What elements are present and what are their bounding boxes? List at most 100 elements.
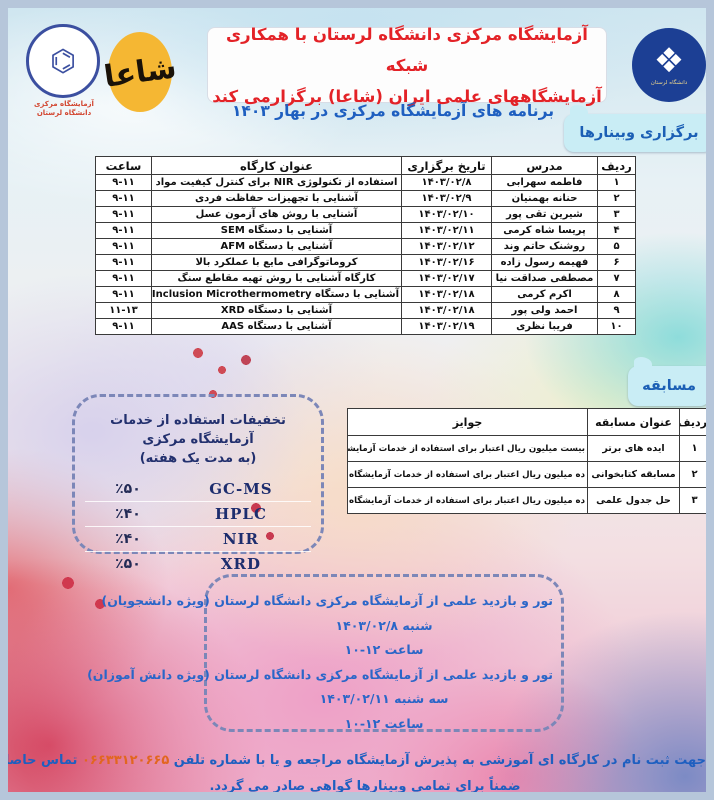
webinar-row: ۱ فاطمه سهرابی ۱۴۰۳/۰۲/۸ استفاده از تکنولوژ… [95,174,636,191]
cell-title: آشنایی با دستگاه AFM [151,238,402,255]
cell-time: ۱۱-۱۳ [95,302,152,319]
competition-row: ۱ ایده های برتر بیست میلیون ریال اعتبار بر… [347,435,706,462]
cell-title: استفاده از تکنولوژی NIR برای کنترل کیفیت… [151,174,402,191]
certificate-note: ضمناً برای تمامی وبینارها گواهی صادر می … [209,779,521,794]
cell-title: آشنایی با روش های آزمون عسل [151,206,402,223]
tour-pupils-time: ساعت ۱۰-۱۲ [215,712,553,737]
col-row: ردیف [679,408,706,436]
cell-date: ۱۴۰۳/۰۲/۱۷ [401,270,492,287]
cell-time: ۹-۱۱ [95,190,152,207]
cell-prize: بیست میلیون ریال اعتبار برای استفاده از … [347,435,588,462]
col-row: ردیف [597,156,636,175]
cell-date: ۱۴۰۳/۰۲/۱۸ [401,302,492,319]
cell-title: آشنایی با دستگاه AAS [151,318,402,335]
poster-title-line1: آزمایشگاه مرکزی دانشگاه لرستان با همکاری… [226,24,588,75]
tour-date: ۱۴۰۳/۰۲/۸ [335,617,399,633]
cell-instructor: مصطفی صداقت نیا [491,270,598,287]
cell-row: ۴ [597,222,636,239]
registration-note-text: جهت ثبت نام در کارگاه ای آموزشی به پذیرش… [173,753,706,768]
discount-percent: ٪۴۰ [115,531,141,547]
cell-title: آشنایی با دستگاه Fluid Inclusion Microth… [151,286,402,303]
col-instructor: مدرس [491,156,598,175]
cell-title: کروماتوگرافی مایع با عملکرد بالا [151,254,402,271]
cell-instructor: فریبا نظری [491,318,598,335]
tour-students-date: شنبه ۱۴۰۳/۰۲/۸ [215,614,553,639]
tab-competition: مسابقه [628,357,706,406]
cell-time: ۹-۱۱ [95,270,152,287]
central-lab-logo: ⌬ [26,24,100,98]
poster-title-line2: آزمایشگاههای علمی ایران (شاعا) برگزارمی … [212,86,602,106]
cell-time: ۹-۱۱ [95,254,152,271]
registration-note-tail: تماس حاصل فرمایید. [0,753,78,768]
discount-service: NIR [222,530,260,548]
webinars-table: ردیف مدرس تاریخ برگزاری عنوان کارگاه ساع… [95,156,636,335]
central-lab-logo-caption: آزمایشگاه مرکزی دانشگاه لرستان [14,100,114,118]
tab-webinars: برگزاری وبینارها [564,105,706,152]
webinar-row: ۴ پریسا شاه کرمی ۱۴۰۳/۰۲/۱۱ آشنایی با دستگا… [95,222,636,239]
footer-notes: جهت ثبت نام در کارگاه ای آموزشی به پذیرش… [8,748,706,794]
cell-time: ۹-۱۱ [95,318,152,335]
webinars-header-row: ردیف مدرس تاریخ برگزاری عنوان کارگاه ساع… [95,156,636,175]
tour-pupils-date: سه شنبه ۱۴۰۳/۰۲/۱۱ [215,687,553,712]
discount-item: ٪۴۰ HPLC [85,501,311,526]
university-emblem-icon: ❖ [653,41,685,81]
cell-instructor: حنانه بهمنیان [491,190,598,207]
col-date: تاریخ برگزاری [401,156,492,175]
shaa-network-logo: شاعا [102,32,178,112]
cell-time: ۹-۱۱ [95,238,152,255]
cell-prize: ده میلیون ریال اعتبار برای استفاده از خد… [347,487,588,514]
cell-row: ۳ [597,206,636,223]
lorestan-university-logo: ❖ دانشگاه لرستان [632,28,706,102]
webinar-row: ۳ شیرین تقی پور ۱۴۰۳/۰۲/۱۰ آشنایی با روش ها… [95,206,636,223]
discount-percent: ٪۵۰ [115,480,141,497]
cell-title: آشنایی با دستگاه SEM [151,222,402,239]
discounts-list: ٪۵۰ GC-MS ٪۴۰ HPLC ٪۴۰ NIR ٪۵۰ XRD [85,476,311,576]
discounts-box: تخفیفات استفاده از خدمات آزمایشگاه مرکزی… [72,394,324,573]
registration-note: جهت ثبت نام در کارگاه ای آموزشی به پذیرش… [8,748,706,774]
shaa-calligraphy-icon: شاعا [101,49,179,95]
tour-day: شنبه [402,617,433,633]
cell-date: ۱۴۰۳/۰۲/۱۲ [401,238,492,255]
tour-pupils-title: تور و بازدید علمی از آزمایشگاه مرکزی دان… [87,666,553,682]
cell-date: ۱۴۰۳/۰۲/۸ [401,174,492,191]
discount-item: ٪۵۰ XRD [85,551,311,576]
webinar-row: ۷ مصطفی صداقت نیا ۱۴۰۳/۰۲/۱۷ کارگاه آشنایی … [95,270,636,287]
cell-instructor: احمد ولی پور [491,302,598,319]
cell-row: ۶ [597,254,636,271]
lab-swirl-icon: ⌬ [49,43,77,79]
cell-row: ۱۰ [597,318,636,335]
cell-time: ۹-۱۱ [95,174,152,191]
discount-service: XRD [220,555,261,573]
cell-title: کارگاه آشنایی با روش تهیه مقاطع سنگ [151,270,402,287]
tab-webinars-label: برگزاری وبینارها [579,125,699,141]
cell-competition-name: مسابقه کتابخوانی [587,461,680,488]
cell-instructor: فاطمه سهرابی [491,174,598,191]
cell-date: ۱۴۰۳/۰۲/۱۹ [401,318,492,335]
cell-date: ۱۴۰۳/۰۲/۱۶ [401,254,492,271]
cell-time: ۹-۱۱ [95,286,152,303]
cell-title: آشنایی با دستگاه XRD [151,302,402,319]
cell-date: ۱۴۰۳/۰۲/۱۰ [401,206,492,223]
tour-day: سه شنبه [394,691,449,706]
cell-row: ۷ [597,270,636,287]
cell-instructor: فهیمه رسول زاده [491,254,598,271]
webinar-row: ۵ روشنک حاتم وند ۱۴۰۳/۰۲/۱۲ آشنایی با دستگا… [95,238,636,255]
lab-caption-line2: دانشگاه لرستان [36,109,92,117]
cell-competition-name: حل جدول علمی [587,487,680,514]
time-label: ساعت [384,715,424,731]
competition-row: ۲ مسابقه کتابخوانی ده میلیون ریال اعتبار ب… [347,461,706,488]
col-time: ساعت [95,156,152,175]
cell-time: ۹-۱۱ [95,222,152,239]
discount-service: GC-MS [209,479,273,498]
discounts-title: تخفیفات استفاده از خدمات آزمایشگاه مرکزی… [85,411,311,468]
discount-percent: ٪۵۰ [115,556,141,572]
cell-row: ۵ [597,238,636,255]
tour-students-title: تور و بازدید علمی از آزمایشگاه مرکزی دان… [101,593,553,608]
discount-item: ٪۴۰ NIR [85,526,311,551]
competition-header-row: ردیف عنوان مسابقه جوایز [347,408,706,436]
cell-row: ۳ [679,487,706,514]
cell-instructor: اکرم کرمی [491,286,598,303]
discounts-title-line2: (به مدت یک هفته) [139,451,257,466]
